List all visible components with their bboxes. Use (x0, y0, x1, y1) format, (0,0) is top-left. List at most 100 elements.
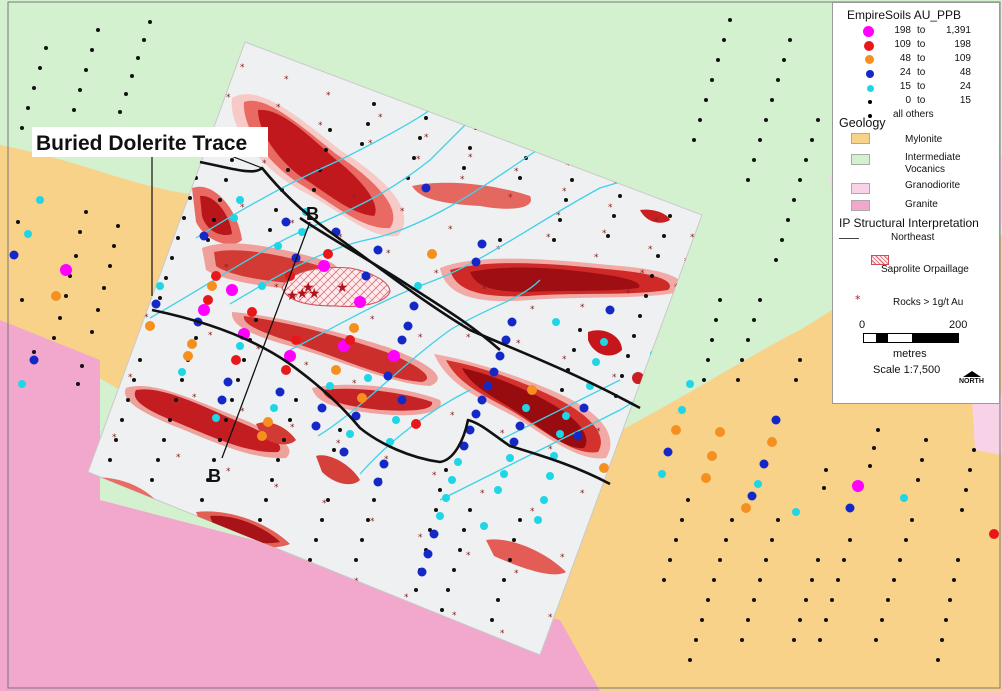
svg-text:*: * (654, 217, 659, 227)
svg-text:*: * (460, 175, 465, 185)
svg-text:*: * (224, 263, 229, 273)
soil-line-e-1 (662, 298, 722, 582)
svg-text:*: * (514, 569, 519, 579)
svg-text:*: * (274, 283, 279, 293)
soil-lines-outside (16, 18, 976, 662)
svg-text:*: * (596, 427, 601, 437)
ip-anomaly-north (231, 94, 405, 237)
svg-text:*: * (418, 333, 423, 343)
svg-text:*: * (384, 455, 389, 465)
svg-text:*: * (500, 429, 505, 439)
rock-star-icon: * (855, 293, 861, 306)
soil-class-hi: 48 (959, 67, 971, 78)
svg-text:*: * (466, 551, 471, 561)
granodiorite-unit-east (972, 395, 1002, 455)
svg-text:*: * (274, 483, 279, 493)
soil-line-e-7 (818, 538, 852, 642)
scale-units-label: metres (893, 348, 927, 360)
svg-text:*: * (560, 553, 565, 563)
dolerite-traces (151, 160, 641, 486)
svg-text:*: * (128, 373, 133, 383)
svg-text:*: * (400, 207, 405, 217)
svg-text:*: * (516, 339, 521, 349)
svg-text:★: ★ (302, 280, 315, 296)
soil-class-hi: 24 (959, 81, 971, 92)
granodiorite-swatch (851, 183, 870, 194)
svg-text:*: * (614, 179, 619, 189)
svg-text:*: * (530, 305, 535, 315)
svg-text:*: * (690, 233, 695, 243)
soil-class-lo: 198 (894, 25, 911, 36)
ip-anomalies (88, 94, 683, 614)
soil-class-row-all-others: all others (833, 109, 1001, 122)
svg-text:*: * (322, 499, 327, 509)
soil-class-row: 24 to 48 (833, 67, 1001, 80)
svg-text:*: * (276, 103, 281, 113)
section-start-label: B (306, 204, 319, 224)
soil-line-ne-3 (774, 118, 820, 262)
soil-class-blue-icon (866, 70, 874, 78)
all-others-label: all others (893, 109, 934, 120)
ip-anomaly-nw (192, 186, 242, 245)
soil-line-ne-1 (692, 18, 732, 142)
dolerite-label-group: Buried Dolerite Trace (32, 127, 268, 157)
soil-line-w-2 (90, 224, 120, 334)
soil-class-hi: 1,391 (945, 25, 971, 36)
ip-legend-title: IP Structural Interpretation (839, 216, 979, 230)
granite-swatch (851, 200, 870, 211)
north-arrow-icon (963, 371, 981, 377)
mylonite-label: Mylonite (905, 134, 943, 145)
svg-text:*: * (594, 253, 599, 263)
svg-text:★: ★ (336, 280, 349, 296)
svg-text:*: * (404, 593, 409, 603)
svg-text:*: * (370, 517, 375, 527)
soil-class-lo: 0 (905, 95, 911, 106)
svg-text:*: * (208, 331, 213, 341)
svg-text:*: * (226, 467, 231, 477)
svg-text:*: * (608, 203, 613, 213)
soil-class-lo: 24 (899, 67, 911, 78)
soil-class-to: to (917, 39, 926, 50)
svg-text:*: * (562, 187, 567, 197)
svg-text:*: * (352, 193, 357, 203)
survey-block-content: * * * * * * * * * * * * * * * * * * * * * * * * * * * * * * * * * * * * *… (88, 42, 695, 639)
soil-line-e-2 (688, 298, 762, 662)
svg-text:*: * (318, 121, 323, 131)
intermediate-volcanics-swatch (851, 154, 870, 165)
svg-text:★: ★ (296, 286, 309, 302)
svg-text:*: * (562, 355, 567, 365)
soil-class-row: 48 to 109 (833, 53, 1001, 66)
soil-samples-outside (9, 196, 999, 539)
svg-text:*: * (626, 289, 631, 299)
soil-class-red-icon (864, 41, 874, 51)
svg-text:*: * (514, 167, 519, 177)
mylonite-swatch (851, 133, 870, 144)
svg-text:*: * (432, 471, 437, 481)
svg-text:*: * (580, 489, 585, 499)
svg-text:*: * (530, 507, 535, 517)
map-frame (7, 1, 1001, 689)
dolerite-label: Buried Dolerite Trace (36, 132, 247, 155)
soil-class-hi: 198 (954, 39, 971, 50)
svg-text:*: * (612, 373, 617, 383)
soil-class-black-icon (868, 100, 872, 104)
granite-label: Granite (905, 199, 938, 210)
svg-text:*: * (378, 113, 383, 123)
soil-line-e-4 (792, 428, 880, 642)
map-legend: EmpireSoils AU_PPB 198 to 1,391 109 to 1… (832, 2, 1000, 404)
section-line-b (221, 221, 311, 459)
svg-text:*: * (546, 233, 551, 243)
svg-text:*: * (306, 175, 311, 185)
svg-text:*: * (176, 453, 181, 463)
svg-text:*: * (480, 489, 485, 499)
rocks-label: Rocks > 1g/t Au (893, 297, 964, 308)
svg-text:*: * (496, 245, 501, 255)
soil-line-e-3 (740, 358, 802, 642)
svg-text:*: * (640, 269, 645, 279)
soil-line-e-6 (936, 448, 976, 662)
svg-text:*: * (326, 91, 331, 101)
svg-text:*: * (416, 155, 421, 165)
svg-text:*: * (448, 225, 453, 235)
soil-class-to: to (917, 67, 926, 78)
svg-text:*: * (226, 93, 231, 103)
